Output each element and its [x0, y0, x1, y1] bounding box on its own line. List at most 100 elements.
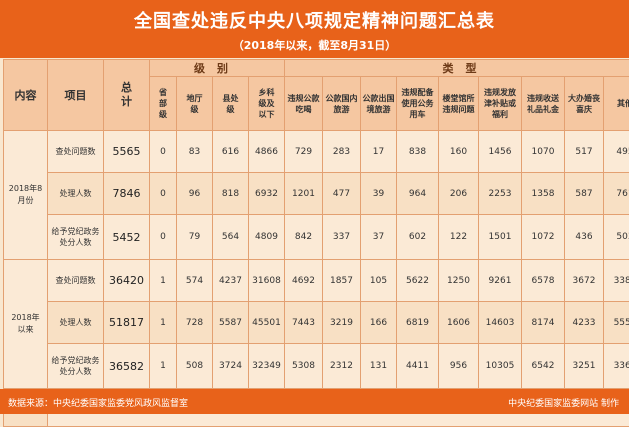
header-type-label: 大办婚丧喜庆 [567, 93, 601, 115]
data-source: 数据来源：中央纪委国家监委党风政风监督室 [8, 396, 188, 409]
header-type-4: 楼堂馆所违规问题 [439, 77, 479, 131]
type-value: 3366 [604, 344, 629, 389]
header-type-7: 大办婚丧喜庆 [565, 77, 604, 131]
section-label-text: 2018年以来 [9, 312, 43, 336]
row-item: 查处问题数 [48, 260, 104, 302]
type-value: 4233 [565, 302, 604, 344]
level-value: 4809 [249, 215, 285, 260]
level-value: 818 [213, 173, 249, 215]
type-value: 6819 [397, 302, 439, 344]
type-value: 1201 [285, 173, 323, 215]
producer-credit: 中央纪委国家监委网站 制作 [508, 396, 619, 409]
type-value: 5622 [397, 260, 439, 302]
level-value: 0 [150, 215, 177, 260]
header-type-8: 其他 [604, 77, 629, 131]
header-level-0: 省部级 [150, 77, 177, 131]
row-item-text: 查处问题数 [52, 146, 100, 157]
type-value: 842 [285, 215, 323, 260]
level-value: 32349 [249, 344, 285, 389]
type-value: 6542 [522, 344, 565, 389]
type-value: 5308 [285, 344, 323, 389]
header-item: 项目 [48, 60, 104, 131]
type-value: 206 [439, 173, 479, 215]
row-item: 处理人数 [48, 173, 104, 215]
type-value: 5554 [604, 302, 629, 344]
row-item-text: 查处问题数 [52, 275, 100, 286]
type-value: 602 [397, 215, 439, 260]
row-total: 5565 [104, 131, 150, 173]
header-type-label: 其他 [615, 98, 629, 109]
header-type-label: 违规发放津补贴或福利 [483, 87, 517, 120]
level-value: 0 [150, 173, 177, 215]
type-value: 477 [323, 173, 361, 215]
header-type-label: 违规配备使用公务用车 [401, 87, 435, 120]
type-value: 39 [361, 173, 397, 215]
type-value: 14603 [479, 302, 522, 344]
type-value: 3251 [565, 344, 604, 389]
type-value: 3219 [323, 302, 361, 344]
section-label-1: 2018年以来 [4, 260, 48, 389]
type-value: 587 [565, 173, 604, 215]
level-value: 574 [177, 260, 213, 302]
level-value: 79 [177, 215, 213, 260]
header-type-3: 违规配备使用公务用车 [397, 77, 439, 131]
row-total: 7846 [104, 173, 150, 215]
type-value: 2312 [323, 344, 361, 389]
section-label-0: 2018年8月份 [4, 131, 48, 260]
type-value: 838 [397, 131, 439, 173]
level-value: 83 [177, 131, 213, 173]
type-value: 37 [361, 215, 397, 260]
row-total: 36420 [104, 260, 150, 302]
header-type-group: 类型 [285, 60, 629, 77]
header-type-label: 违规公款吃喝 [287, 93, 321, 115]
level-value: 564 [213, 215, 249, 260]
summary-page: 全国查处违反中央八项规定精神问题汇总表 （2018年以来，截至8月31日） 内容… [0, 0, 629, 414]
header-level-label: 县处级 [222, 93, 240, 115]
type-value: 1857 [323, 260, 361, 302]
header-type-label: 楼堂馆所违规问题 [442, 93, 476, 115]
type-value: 122 [439, 215, 479, 260]
type-value: 131 [361, 344, 397, 389]
type-value: 964 [397, 173, 439, 215]
header-type-2: 公款出国境旅游 [361, 77, 397, 131]
type-value: 2253 [479, 173, 522, 215]
row-total: 51817 [104, 302, 150, 344]
row-item: 给予党纪政务处分人数 [48, 344, 104, 389]
type-value: 1358 [522, 173, 565, 215]
level-value: 728 [177, 302, 213, 344]
header-type-label: 公款出国境旅游 [362, 93, 396, 115]
type-value: 1070 [522, 131, 565, 173]
level-value: 5587 [213, 302, 249, 344]
header-level-2: 县处级 [213, 77, 249, 131]
level-value: 96 [177, 173, 213, 215]
type-value: 495 [604, 131, 629, 173]
type-value: 503 [604, 215, 629, 260]
level-value: 45501 [249, 302, 285, 344]
row-item: 处理人数 [48, 302, 104, 344]
type-value: 956 [439, 344, 479, 389]
type-value: 761 [604, 173, 629, 215]
level-value: 0 [150, 131, 177, 173]
type-value: 1501 [479, 215, 522, 260]
header-total: 总计 [104, 60, 150, 131]
type-value: 3672 [565, 260, 604, 302]
header-level-label: 乡科级及以下 [258, 87, 276, 120]
level-value: 508 [177, 344, 213, 389]
type-value: 4692 [285, 260, 323, 302]
type-value: 1456 [479, 131, 522, 173]
type-value: 1072 [522, 215, 565, 260]
section-label-text: 2018年8月份 [9, 183, 43, 207]
type-value: 1606 [439, 302, 479, 344]
header-type-label: 公款国内旅游 [325, 93, 359, 115]
level-value: 6932 [249, 173, 285, 215]
row-item-text: 给予党纪政务处分人数 [52, 226, 100, 248]
level-value: 616 [213, 131, 249, 173]
summary-table: 内容 项目 总计 级别 类型 省部级地厅级县处级乡科级及以下违规公款吃喝公款国内… [3, 59, 629, 427]
row-item: 给予党纪政务处分人数 [48, 215, 104, 260]
row-total: 5452 [104, 215, 150, 260]
row-item-text: 处理人数 [52, 317, 100, 328]
header-level-label: 地厅级 [186, 93, 204, 115]
